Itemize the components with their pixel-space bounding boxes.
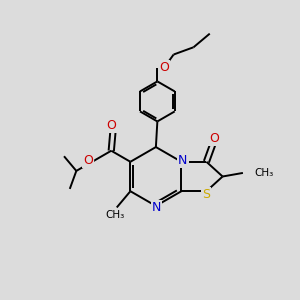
Text: O: O	[106, 119, 116, 132]
Text: N: N	[178, 154, 188, 167]
Text: O: O	[83, 154, 93, 167]
Text: O: O	[209, 132, 219, 145]
Text: O: O	[159, 61, 169, 74]
Text: CH₃: CH₃	[106, 210, 125, 220]
Text: N: N	[152, 201, 161, 214]
Text: S: S	[202, 188, 210, 201]
Text: CH₃: CH₃	[254, 168, 273, 178]
